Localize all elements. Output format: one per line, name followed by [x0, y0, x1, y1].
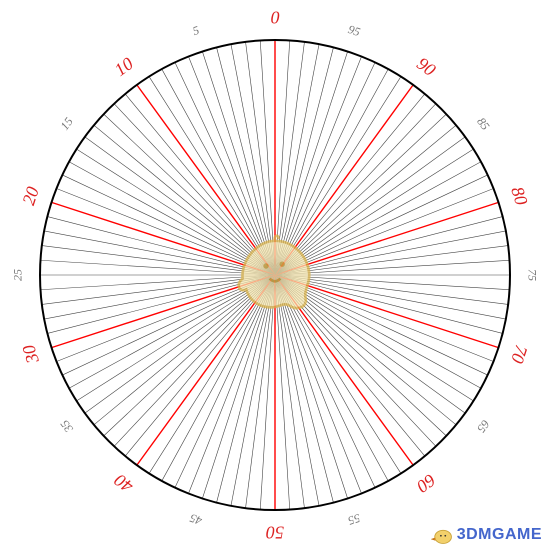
- spoke-minor: [40, 260, 275, 275]
- watermark: 3DMGAME: [431, 526, 542, 544]
- spoke-major: [275, 85, 413, 275]
- spoke-minor: [260, 40, 275, 275]
- spoke-minor: [94, 275, 275, 425]
- spoke-minor: [57, 275, 275, 362]
- spoke-minor: [275, 275, 362, 493]
- spoke-minor: [188, 275, 275, 493]
- dial-tick-label: 25: [11, 269, 26, 281]
- spoke-minor: [85, 275, 275, 413]
- spoke-minor: [275, 188, 493, 275]
- spoke-minor: [275, 137, 465, 275]
- spoke-major: [137, 275, 275, 465]
- spoke-minor: [217, 47, 275, 275]
- spoke-minor: [275, 275, 456, 425]
- spoke-minor: [275, 217, 503, 275]
- spoke-minor: [275, 47, 333, 275]
- spoke-minor: [275, 275, 510, 290]
- spoke-minor: [47, 275, 275, 333]
- spoke-minor: [47, 217, 275, 275]
- spoke-minor: [57, 188, 275, 275]
- spoke-minor: [104, 275, 275, 436]
- spoke-major: [275, 275, 413, 465]
- spoke-minor: [125, 94, 275, 275]
- spoke-minor: [275, 114, 446, 275]
- dial-tick-label: 75: [525, 269, 540, 281]
- spoke-minor: [275, 275, 465, 413]
- spoke-minor: [275, 275, 503, 333]
- spoke-minor: [260, 275, 275, 510]
- spoke-minor: [275, 275, 493, 362]
- spoke-minor: [42, 246, 275, 275]
- dial-tick-label: 50: [266, 522, 284, 543]
- spoke-minor: [275, 275, 425, 456]
- diagram-stage: 3DMGAME 01020304050607080905152535455565…: [0, 0, 550, 550]
- spoke-minor: [275, 57, 362, 275]
- spoke-minor: [275, 94, 425, 275]
- spoke-minor: [217, 275, 275, 503]
- spoke-minor: [275, 275, 333, 503]
- spoke-minor: [275, 260, 510, 275]
- spoke-minor: [40, 275, 275, 290]
- spoke-minor: [104, 114, 275, 275]
- spoke-minor: [125, 275, 275, 456]
- spoke-minor: [275, 275, 290, 510]
- spoke-minor: [275, 125, 456, 275]
- spoke-minor: [275, 275, 446, 436]
- watermark-mascot-icon: [431, 527, 453, 543]
- spoke-minor: [94, 125, 275, 275]
- spoke-minor: [275, 275, 508, 304]
- spoke-minor: [275, 246, 508, 275]
- spoke-major: [137, 85, 275, 275]
- spoke-minor: [188, 57, 275, 275]
- spoke-minor: [42, 275, 275, 304]
- spoke-minor: [275, 40, 290, 275]
- radial-dial: [0, 0, 550, 550]
- watermark-text: 3DMGAME: [457, 526, 542, 544]
- spoke-minor: [85, 137, 275, 275]
- dial-tick-label: 0: [271, 8, 280, 29]
